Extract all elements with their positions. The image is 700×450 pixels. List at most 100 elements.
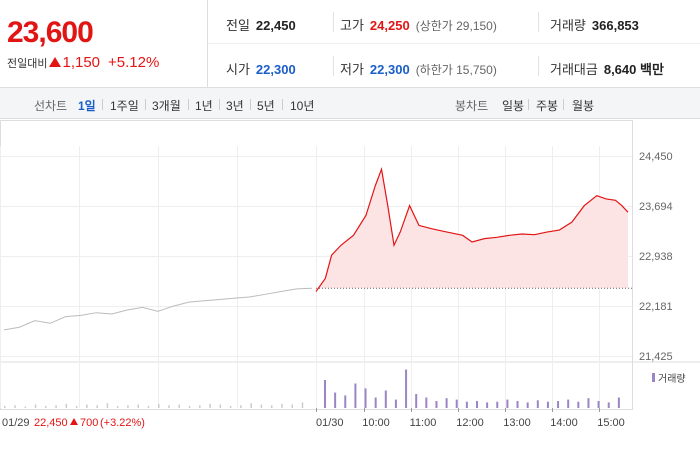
volume-bar-today	[425, 397, 428, 408]
divider	[563, 99, 564, 110]
amount-stat: 거래대금 8,640 백만	[550, 62, 664, 77]
prev-day-series	[3, 287, 313, 331]
volume-bar-prev	[45, 405, 47, 408]
volume-bar-today	[334, 392, 337, 408]
volume-bars	[4, 369, 620, 408]
x-axis-labels: 01/30 10:00 11:00 12:00 13:00 14:00 15:00	[316, 408, 625, 429]
x-tick-label: 13:00	[503, 417, 531, 429]
volume-bar-today	[506, 399, 509, 408]
volume-bar-today	[324, 380, 326, 408]
volume-legend: 거래량	[652, 373, 686, 385]
x-tick-label: 14:00	[550, 417, 578, 429]
volume-bar-today	[486, 402, 489, 408]
y-tick-label: 24,450	[639, 151, 673, 163]
prev-close-stat: 전일 22,450	[226, 18, 296, 33]
volume-bar-prev	[199, 405, 201, 408]
volume-bar-prev	[106, 403, 109, 408]
volume-bar-prev	[209, 403, 211, 408]
today-area	[316, 169, 632, 292]
divider	[102, 99, 103, 110]
volume-bar-prev	[219, 404, 222, 408]
volume-bar-today	[465, 401, 468, 408]
volume-bar-today	[476, 401, 478, 408]
volume-bar-today	[546, 401, 549, 408]
tab-monthly-candle[interactable]: 월봉	[572, 99, 595, 113]
y-tick-label: 22,181	[639, 301, 673, 313]
volume-bar-today	[587, 398, 590, 408]
tab-weekly-candle[interactable]: 주봉	[536, 99, 559, 113]
quote-header: 23,600 전일대비 1,150 +5.12% 전일 22,450 고가 24,2…	[0, 0, 700, 88]
volume-bar-today	[405, 369, 408, 408]
x-tick-label: 10:00	[362, 417, 390, 429]
change-percent: +5.12%	[108, 54, 160, 71]
tab-1y[interactable]: 1년	[195, 99, 213, 113]
price-change: 전일대비 1,150 +5.12%	[7, 54, 159, 71]
prev-day-date: 01/29	[2, 417, 30, 429]
x-tick-label: 01/30	[316, 417, 344, 429]
volume-bar-prev	[127, 405, 129, 408]
volume-bar-prev	[65, 403, 68, 408]
volume-bar-prev	[281, 403, 283, 408]
volume-bar-today	[435, 401, 438, 408]
line-chart-label: 선차트	[34, 99, 68, 113]
volume-bar-today	[415, 394, 418, 408]
tab-5y[interactable]: 5년	[257, 99, 275, 113]
y-axis-labels: 24,450 23,694 22,938 22,181 21,425	[639, 151, 673, 363]
tab-daily-candle[interactable]: 일봉	[502, 99, 525, 113]
open-stat: 시가 22,300	[226, 62, 296, 77]
volume-bar-prev	[301, 402, 304, 408]
y-tick-label: 21,425	[639, 351, 673, 363]
tab-3m[interactable]: 3개월	[152, 99, 181, 113]
volume-bar-today	[607, 402, 610, 408]
today-area-fill	[316, 169, 628, 292]
tab-10y[interactable]: 10년	[290, 99, 315, 113]
volume-bar-prev	[240, 405, 242, 408]
prev-day-change-pct: (+3.22%)	[100, 417, 145, 429]
divider	[282, 99, 283, 110]
legend-swatch	[652, 373, 655, 382]
divider	[538, 12, 539, 32]
stats-row-2: 시가 22,300 저가 22,300 (하한가 15,750) 거래대금 8,640 …	[208, 44, 700, 88]
volume-bar-today	[617, 397, 620, 408]
volume-bar-prev	[137, 404, 139, 408]
tab-3y[interactable]: 3년	[226, 99, 244, 113]
candle-chart-label: 봉차트	[455, 99, 489, 113]
volume-bar-prev	[14, 405, 16, 408]
volume-bar-prev	[158, 403, 160, 408]
volume-bar-today	[374, 397, 377, 408]
today-line	[315, 166, 629, 292]
prev-day-change: 700	[80, 417, 98, 429]
stats-grid: 전일 22,450 고가 24,250 (상한가 29,150) 거래량 366,853…	[208, 0, 700, 88]
volume-bar-prev	[34, 404, 37, 408]
divider	[333, 12, 334, 32]
tab-1w[interactable]: 1주일	[110, 99, 139, 113]
volume-bar-prev	[168, 405, 170, 408]
x-tick-label: 11:00	[410, 417, 437, 429]
divider	[145, 99, 146, 110]
volume-bar-today	[394, 399, 397, 408]
volume-bar-prev	[4, 405, 6, 408]
triangle-up-icon	[70, 418, 78, 425]
volume-bar-prev	[178, 404, 181, 408]
volume-bar-today	[557, 401, 560, 408]
volume-bar-prev	[260, 404, 263, 408]
x-tick-label: 15:00	[597, 417, 625, 429]
prev-day-line	[3, 287, 313, 331]
tab-1d[interactable]: 1일	[78, 99, 96, 113]
price-summary: 23,600 전일대비 1,150 +5.12%	[0, 0, 208, 88]
volume-bar-today	[445, 398, 448, 408]
volume-bar-today	[597, 401, 600, 408]
volume-bar-prev	[55, 405, 57, 408]
divider	[538, 56, 539, 76]
stats-row-1: 전일 22,450 고가 24,250 (상한가 29,150) 거래량 366,853	[208, 0, 700, 44]
x-tick-label: 12:00	[456, 417, 484, 429]
prev-day-summary: 01/29 22,450 700 (+3.22%)	[2, 417, 145, 429]
volume-bar-today	[496, 401, 499, 408]
triangle-up-icon	[49, 57, 62, 67]
prev-day-close: 22,450	[34, 417, 68, 429]
intraday-chart: 24,450 23,694 22,938 22,181 21,425 01/30 10:0…	[0, 120, 700, 450]
volume-bar-today	[536, 400, 539, 408]
volume-stat: 거래량 366,853	[550, 18, 639, 33]
volume-bar-today	[577, 401, 580, 408]
volume-bar-today	[516, 401, 519, 408]
